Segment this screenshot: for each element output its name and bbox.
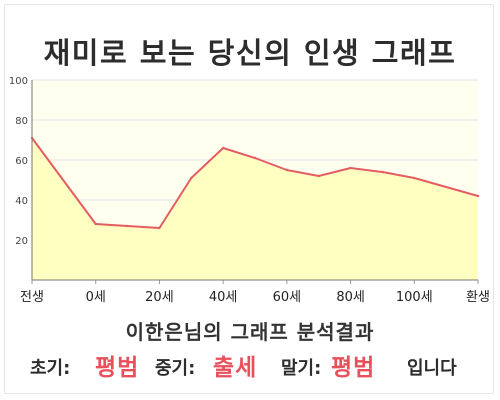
- data-point: [158, 226, 161, 230]
- plot-area: 20 40 60 80 100 전생 0세 20세 40세 60세 80세 100세 환생: [9, 76, 490, 305]
- y-tick-label: 40: [15, 196, 28, 207]
- x-tick-label: 100세: [396, 290, 433, 305]
- data-point: [476, 194, 480, 198]
- data-point: [285, 168, 289, 172]
- data-point: [381, 170, 384, 174]
- y-tick-label: 80: [15, 116, 28, 127]
- data-point: [253, 156, 257, 160]
- chart-title: 재미로 보는 당신의 인생 그래프: [44, 36, 457, 70]
- middle-phase-label: 중기:: [155, 358, 196, 379]
- data-point: [190, 176, 193, 180]
- late-phase-label: 말기:: [281, 358, 322, 379]
- x-tick-label: 60세: [273, 290, 302, 305]
- data-point: [221, 146, 225, 150]
- x-tick-label: 20세: [145, 290, 174, 305]
- x-tick-label: 40세: [209, 290, 238, 305]
- x-tick-label: 전생: [20, 290, 44, 305]
- x-tick-label: 80세: [336, 290, 365, 305]
- chart-border: [4, 4, 494, 394]
- y-tick-label: 60: [15, 156, 28, 167]
- x-tick-label: 환생: [466, 290, 490, 305]
- early-phase-label: 초기:: [30, 358, 71, 379]
- data-point: [94, 222, 97, 226]
- x-tick-label: 0세: [86, 290, 106, 305]
- y-tick-label: 20: [15, 236, 28, 247]
- data-point: [413, 176, 416, 180]
- data-point: [317, 174, 320, 178]
- data-point: [349, 166, 352, 170]
- ending-text: 입니다: [407, 358, 457, 379]
- late-phase-value: 평범: [331, 355, 376, 381]
- analysis-title: 이한은님의 그래프 분석결과: [125, 320, 375, 344]
- phase-summary: 초기: 평범 중기: 출세 말기: 평범 입니다: [0, 348, 500, 382]
- early-phase-value: 평범: [95, 355, 140, 381]
- area-fill: [32, 138, 478, 280]
- middle-phase-value: 출세: [213, 355, 258, 381]
- y-tick-label: 100: [9, 76, 28, 87]
- data-point: [126, 224, 129, 228]
